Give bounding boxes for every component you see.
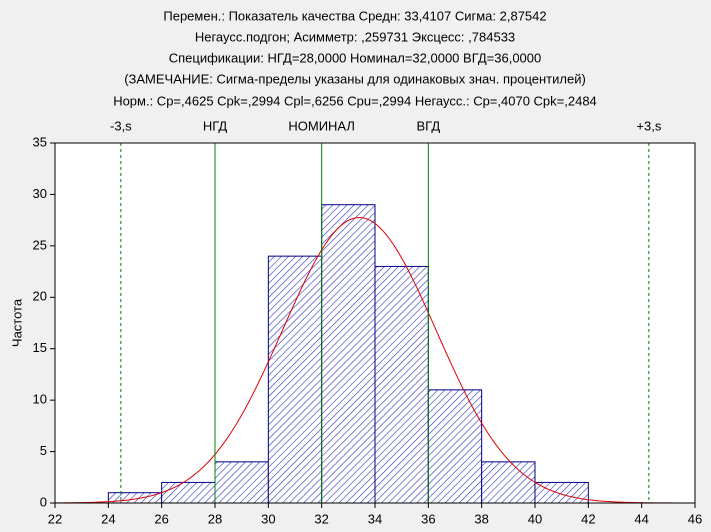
bar [321, 204, 376, 504]
x-tick-label: 46 [688, 511, 702, 526]
x-tick-label: 34 [368, 511, 382, 526]
y-tick-label: 30 [33, 186, 47, 201]
y-tick-label: 0 [40, 494, 47, 509]
plot-frame [54, 142, 696, 504]
bar [481, 461, 536, 504]
x-tick-label: 28 [208, 511, 222, 526]
reference-label: НОМИНАЛ [288, 118, 355, 133]
bar [427, 389, 483, 504]
y-axis-label: Частота [9, 298, 24, 347]
x-tick-label: 26 [154, 511, 168, 526]
bar [374, 265, 429, 504]
y-tick-label: 10 [33, 392, 47, 407]
x-tick-label: 30 [261, 511, 275, 526]
y-tick-label: 15 [33, 340, 47, 355]
x-tick-label: 42 [581, 511, 595, 526]
reference-label: НГД [203, 118, 228, 133]
x-tick-label: 24 [101, 511, 115, 526]
title-line: Спецификации: НГД=28,0000 Номинал=32,000… [169, 50, 542, 65]
bar [214, 461, 269, 504]
title-line: Негаусс.подгон; Асимметр: ,259731 Эксцес… [195, 29, 515, 44]
x-tick-label: 38 [474, 511, 488, 526]
x-tick-label: 36 [421, 511, 435, 526]
y-tick-label: 5 [40, 443, 47, 458]
x-tick-label: 40 [528, 511, 542, 526]
fit-curve [54, 217, 695, 504]
bar [267, 255, 323, 504]
x-tick-label: 44 [634, 511, 648, 526]
reference-label: +3,s [636, 118, 661, 133]
title-line: Перемен.: Показатель качества Средн: 33,… [163, 8, 546, 23]
title-line: Норм.: Cp=,4625 Cpk=,2994 Cpl=,6256 Cpu=… [113, 93, 597, 108]
y-tick-label: 25 [33, 237, 47, 252]
reference-label: -3,s [110, 118, 132, 133]
bar [534, 481, 589, 504]
x-tick-label: 32 [314, 511, 328, 526]
bar [161, 481, 216, 504]
x-tick-label: 22 [48, 511, 62, 526]
title-line: (ЗАМЕЧАНИЕ: Сигма-пределы указаны для од… [124, 71, 586, 86]
y-tick-label: 20 [33, 289, 47, 304]
reference-label: ВГД [417, 118, 441, 133]
y-tick-label: 35 [33, 134, 47, 149]
